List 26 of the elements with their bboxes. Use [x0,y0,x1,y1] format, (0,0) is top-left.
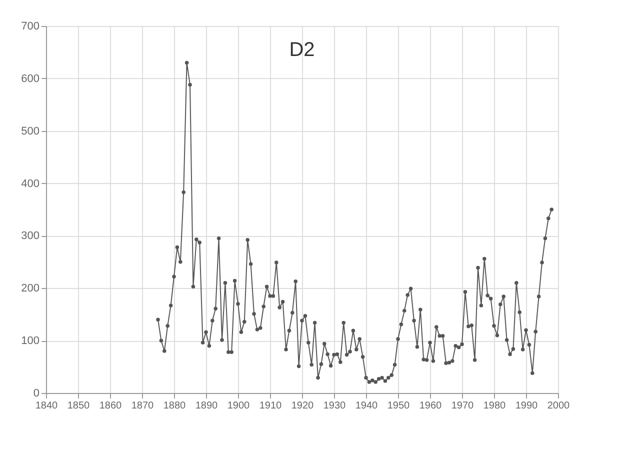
x-tick-label: 1910 [259,400,282,412]
y-tick-label: 0 [33,388,40,400]
y-tick-label: 700 [21,20,40,32]
x-tick-label: 1900 [227,400,250,412]
y-tick-label: 300 [21,230,40,242]
y-tick-label: 600 [21,72,40,85]
y-tick-label: 400 [21,178,40,190]
x-tick-label: 1870 [131,400,154,412]
text: D2 [289,39,315,61]
x-tick-label: 1960 [419,400,442,412]
x-tick-label: 1940 [355,400,378,412]
x-tick-label: 1920 [291,400,314,412]
y-tick-label: 100 [21,335,40,348]
x-tick-label: 1970 [451,400,474,412]
x-tick-label: 1990 [515,400,538,412]
x-tick-label: 1840 [35,400,58,412]
x-tick-label: 1980 [483,400,506,412]
x-tick-label: 1850 [67,400,90,412]
x-tick-label: 1880 [163,400,186,412]
x-tick-label: 1930 [323,400,346,412]
y-tick-label: 500 [21,125,40,138]
x-tick-label: 1860 [99,400,122,412]
y-tick-label: 200 [21,282,40,295]
x-tick-label: 1950 [387,400,410,412]
x-tick-label: 2000 [547,400,570,412]
x-tick-label: 1890 [195,400,218,412]
